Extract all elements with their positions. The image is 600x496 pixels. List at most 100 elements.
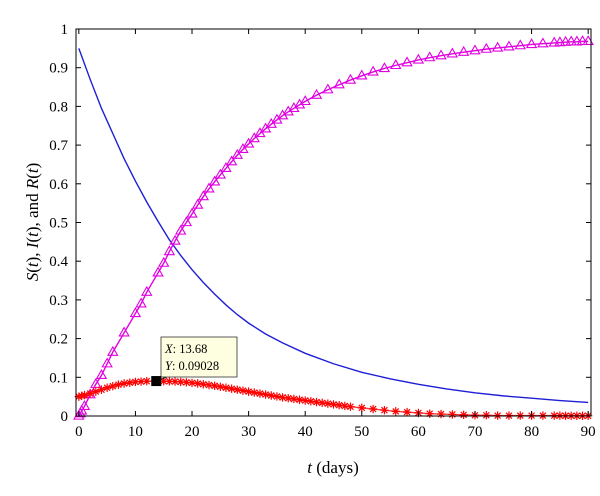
ticks-layer: 0 10 20 30 40 50 60 70 80 90 0 0.1 0.2 0.3 0.4 0.5 0.6 0.… xyxy=(49,22,595,440)
asterisk-marker xyxy=(391,407,400,416)
asterisk-marker xyxy=(306,397,316,406)
asterisk-marker xyxy=(357,403,366,413)
triangle-marker xyxy=(525,38,538,49)
y-tick-label: 0.2 xyxy=(49,332,68,348)
datatip-x-key: X xyxy=(164,342,174,356)
asterisk-marker xyxy=(233,385,242,394)
triangle-marker xyxy=(107,345,119,356)
y-axis-label-part: ( xyxy=(23,237,42,243)
asterisk-marker xyxy=(312,397,321,407)
datatip-layer[interactable]: X: 13.68 Y: 0.09028 xyxy=(151,336,238,387)
asterisk-marker xyxy=(119,379,129,388)
triangle-marker xyxy=(237,143,249,154)
y-axis-label-part: ( xyxy=(23,267,42,273)
asterisk-marker xyxy=(114,380,123,389)
series-2 xyxy=(74,376,593,421)
triangle-marker xyxy=(548,36,560,47)
asterisk-marker xyxy=(459,410,468,420)
triangle-marker xyxy=(163,245,176,256)
y-tick-label: 0.1 xyxy=(49,370,68,386)
asterisk-marker xyxy=(380,406,389,415)
y-axis-label-part: t xyxy=(23,261,42,267)
asterisk-marker xyxy=(176,377,185,387)
triangle-marker xyxy=(180,216,193,227)
asterisk-marker xyxy=(216,382,225,391)
asterisk-marker xyxy=(425,409,434,418)
asterisk-marker xyxy=(91,387,101,396)
triangle-marker xyxy=(118,326,130,337)
triangle-marker xyxy=(446,47,459,58)
y-tick-label: 0.5 xyxy=(49,216,68,232)
x-tick-label: 70 xyxy=(467,424,482,440)
triangle-marker xyxy=(344,73,357,84)
datatip-x-value: : 13.68 xyxy=(173,342,208,356)
datatip-x: X: 13.68 xyxy=(164,342,207,356)
triangle-marker xyxy=(225,155,238,166)
triangle-marker xyxy=(565,35,577,46)
y-axis-label-part: R xyxy=(23,178,42,190)
triangle-marker xyxy=(101,357,113,368)
y-axis-label-part: t xyxy=(23,231,42,237)
triangle-marker xyxy=(129,307,142,318)
asterisk-marker xyxy=(227,384,236,393)
asterisk-marker xyxy=(301,396,310,405)
triangle-marker xyxy=(208,175,221,186)
y-tick-label: 0.8 xyxy=(49,99,68,115)
asterisk-marker xyxy=(131,377,140,387)
y-tick-label: 1 xyxy=(61,22,69,38)
asterisk-marker xyxy=(250,388,259,397)
asterisk-marker xyxy=(244,387,253,396)
triangle-marker xyxy=(299,95,311,106)
y-tick-label: 0.9 xyxy=(49,61,68,77)
asterisk-marker xyxy=(125,378,134,387)
triangle-marker xyxy=(537,37,549,48)
triangle-marker xyxy=(554,36,566,47)
triangle-marker xyxy=(220,162,232,172)
triangle-marker xyxy=(242,137,255,148)
x-tick-label: 90 xyxy=(581,424,596,440)
triangle-marker xyxy=(378,62,391,73)
triangle-marker xyxy=(78,400,91,410)
triangle-marker xyxy=(90,377,102,388)
asterisk-marker xyxy=(329,400,338,409)
triangle-marker xyxy=(310,88,323,99)
triangle-marker xyxy=(203,182,215,193)
asterisk-marker xyxy=(317,398,327,408)
asterisk-marker xyxy=(221,383,231,392)
datatip-box[interactable] xyxy=(160,336,238,378)
asterisk-marker xyxy=(323,399,333,408)
triangle-marker xyxy=(333,78,345,89)
x-tick-label: 20 xyxy=(185,424,200,440)
asterisk-marker xyxy=(436,409,446,419)
asterisk-marker xyxy=(272,392,282,401)
triangle-marker xyxy=(322,83,334,94)
asterisk-marker xyxy=(159,376,168,386)
triangle-marker xyxy=(282,105,294,116)
asterisk-marker xyxy=(346,402,355,411)
series-line xyxy=(78,40,589,417)
x-tick-label: 30 xyxy=(241,424,256,440)
x-tick-label: 60 xyxy=(411,424,426,440)
triangle-marker xyxy=(423,51,436,62)
triangle-marker xyxy=(135,297,147,308)
triangle-marker xyxy=(152,266,164,277)
asterisk-marker xyxy=(340,401,350,411)
triangle-marker xyxy=(288,102,300,113)
x-tick-label: 10 xyxy=(128,424,143,440)
x-tick-label: 50 xyxy=(354,424,369,440)
triangle-marker xyxy=(390,59,402,70)
asterisk-marker xyxy=(267,391,276,400)
asterisk-marker xyxy=(204,380,214,390)
x-tick-label: 80 xyxy=(524,424,539,440)
y-axis-label: S(t), I(t), and R(t) xyxy=(23,163,42,282)
datatip-point-marker[interactable] xyxy=(151,376,162,387)
y-axis-label-part: ( xyxy=(23,173,42,179)
triangle-marker xyxy=(480,42,493,53)
x-tick-label: 0 xyxy=(75,424,83,440)
asterisk-marker xyxy=(165,377,174,386)
asterisk-marker xyxy=(102,383,112,392)
triangle-marker xyxy=(157,256,170,267)
triangle-marker xyxy=(571,35,583,46)
asterisk-marker xyxy=(199,380,208,389)
